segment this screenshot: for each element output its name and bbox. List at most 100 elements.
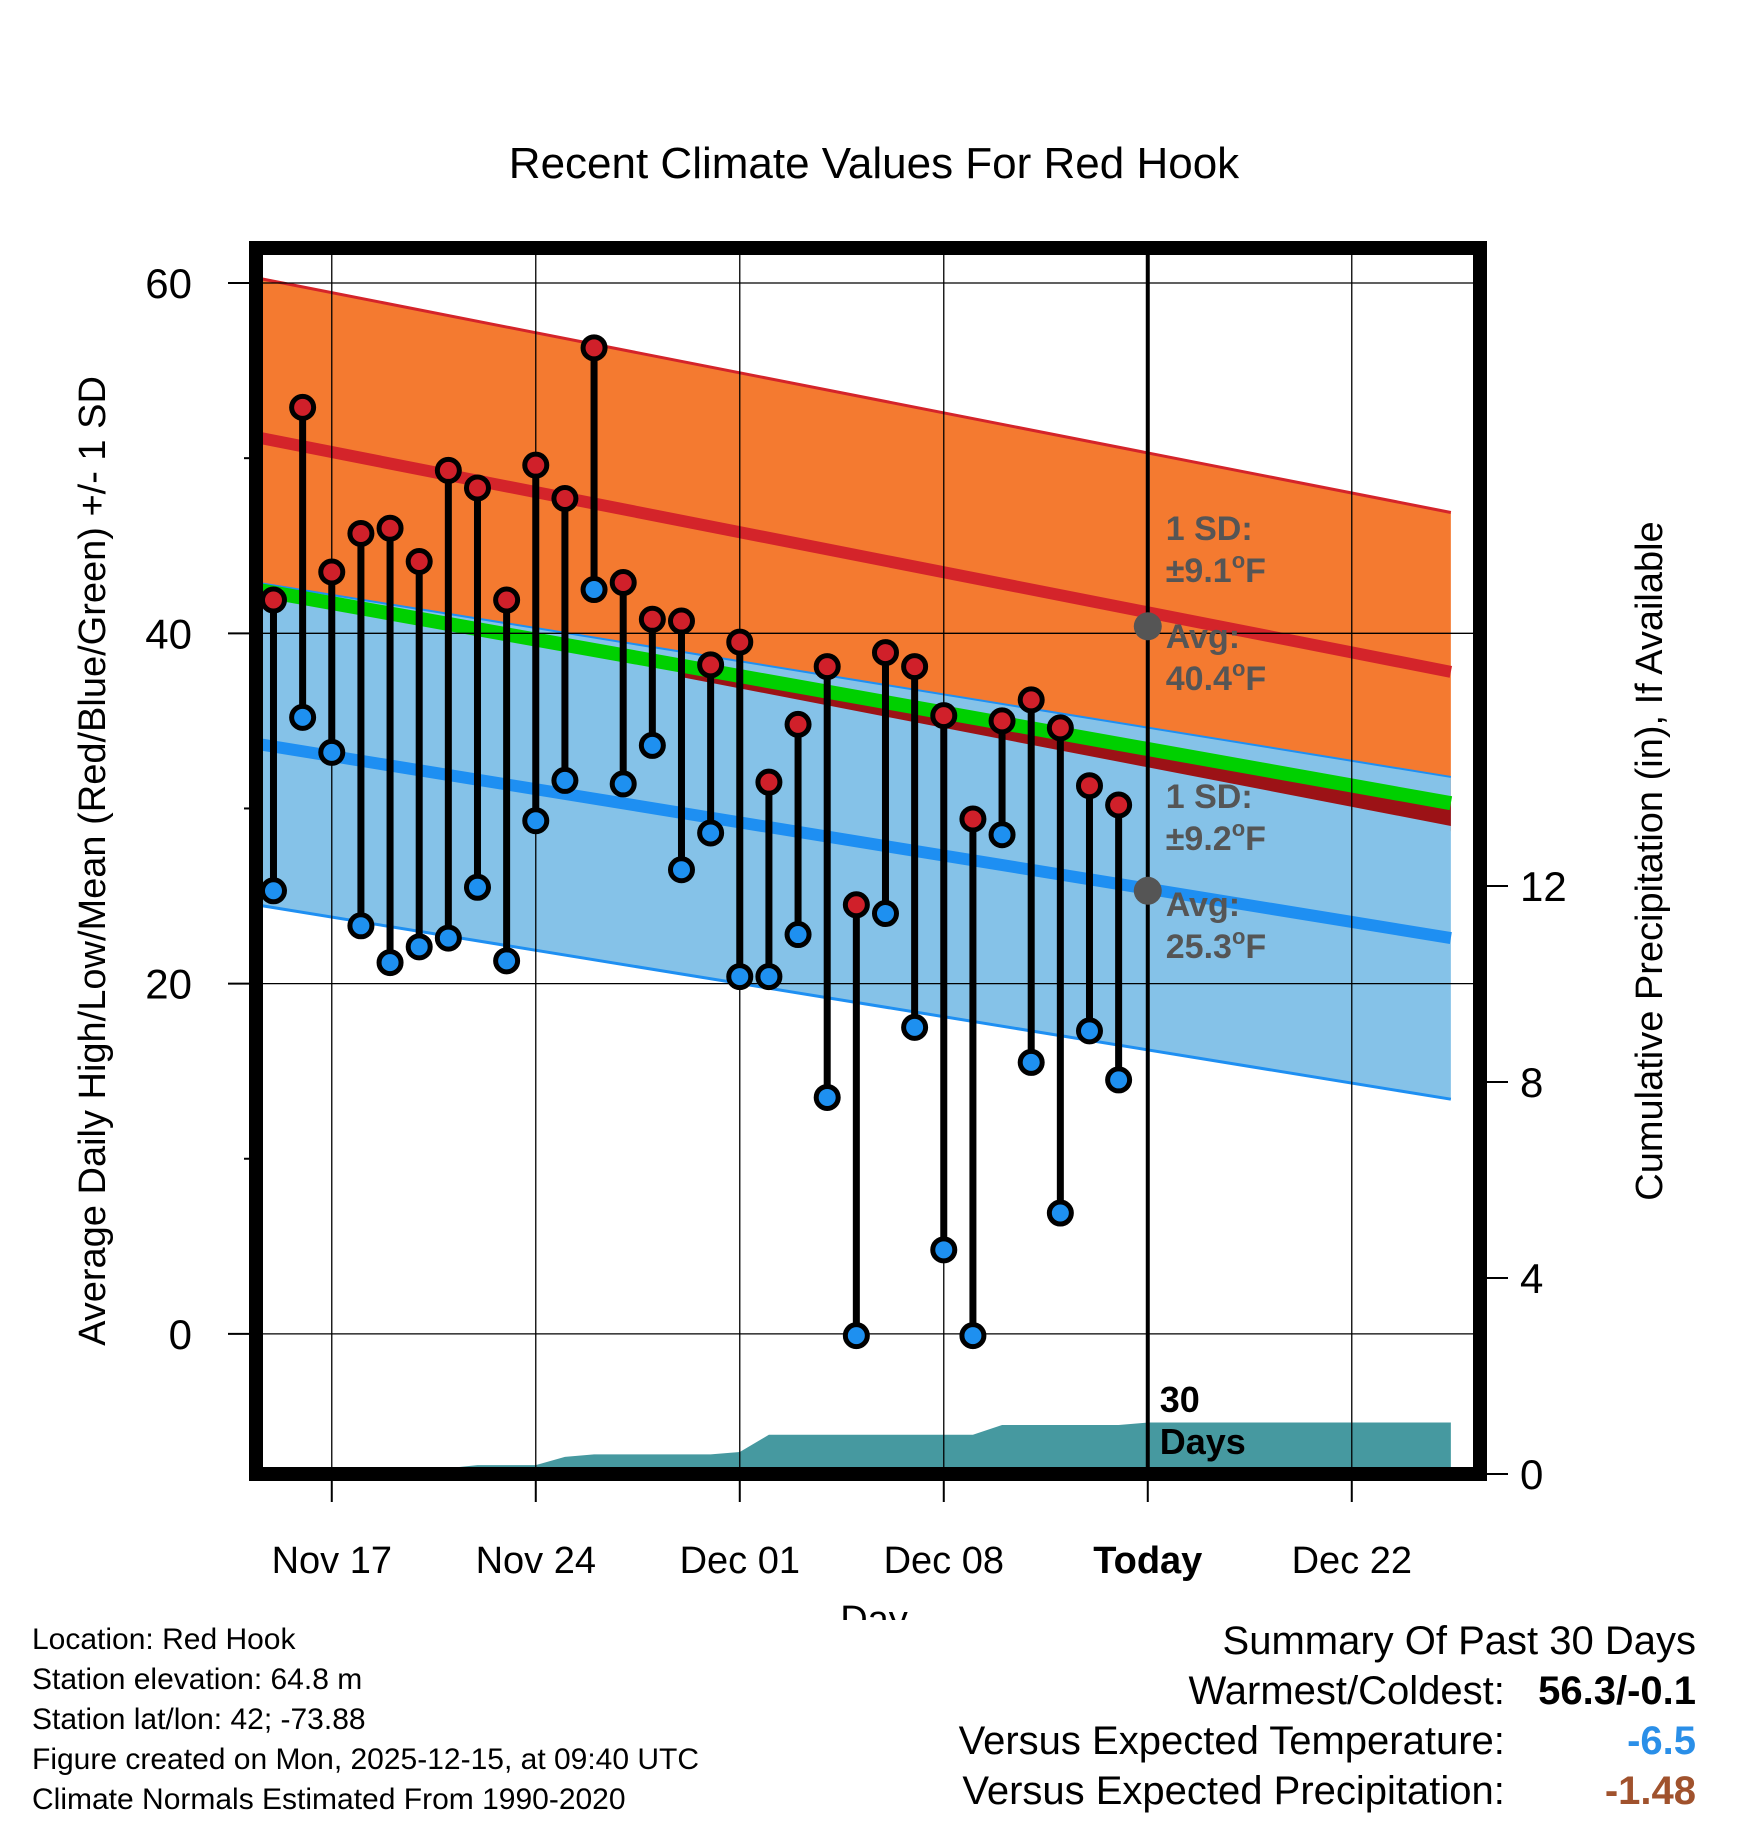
station-info: Location: Red Hook Station elevation: 64…: [32, 1620, 699, 1820]
x-tick-label: Dec 22: [1292, 1540, 1412, 1582]
high-point: [609, 569, 637, 597]
summary-temp-row: Versus Expected Temperature: -6.5: [959, 1716, 1696, 1766]
high-point: [930, 702, 958, 730]
low-point: [609, 770, 637, 798]
low-point: [405, 933, 433, 961]
y-axis-label: Average Daily High/Low/Mean (Red/Blue/Gr…: [72, 376, 114, 1346]
high-point: [318, 558, 346, 586]
high-point: [580, 334, 608, 362]
low-point: [784, 921, 812, 949]
low-point: [697, 819, 725, 847]
low-point: [259, 877, 287, 905]
created-text: Figure created on Mon, 2025-12-15, at 09…: [32, 1743, 700, 1776]
high-point: [959, 805, 987, 833]
y-tick-label: 20: [145, 961, 192, 1008]
high-sd-label: 1 SD:: [1166, 510, 1253, 548]
y2-tick-label: 8: [1520, 1059, 1543, 1106]
x-tick-label: Dec 01: [680, 1540, 800, 1582]
low-point: [1046, 1199, 1074, 1227]
low-point: [493, 947, 521, 975]
high-point: [638, 605, 666, 633]
high-point: [726, 628, 754, 656]
y2-tick-label: 4: [1520, 1255, 1543, 1302]
low-point: [580, 576, 608, 604]
high-point: [289, 393, 317, 421]
normals-text: Climate Normals Estimated From 1990-2020: [32, 1783, 626, 1816]
y2-tick-label: 12: [1520, 863, 1567, 910]
high-point: [901, 653, 929, 681]
low-avg-value: 25.3oF: [1166, 924, 1266, 966]
low-point: [1017, 1048, 1045, 1076]
high-point: [1105, 791, 1133, 819]
high-point: [434, 456, 462, 484]
y-tick-label: 60: [145, 260, 192, 307]
y2-axis-label: Cumulative Precipitation (in), If Availa…: [1629, 521, 1671, 1200]
x-tick-label: Nov 17: [272, 1540, 392, 1582]
low-upper-sd-line: [255, 581, 1452, 778]
y-tick-label: 40: [145, 610, 192, 657]
plot-border: [249, 241, 1487, 1481]
low-point: [871, 900, 899, 928]
low-point: [755, 963, 783, 991]
high-point: [347, 519, 375, 547]
low-point: [463, 873, 491, 901]
y-tick-label: 0: [169, 1311, 192, 1358]
latlon-text: Station lat/lon: 42; -73.88: [32, 1703, 366, 1736]
x-tick-label: Nov 24: [476, 1540, 596, 1582]
y2-tick-label: 0: [1520, 1451, 1543, 1498]
high-point: [784, 710, 812, 738]
low-point: [988, 821, 1016, 849]
low-point: [901, 1013, 929, 1041]
summary-panel: Summary Of Past 30 Days Warmest/Coldest:…: [959, 1616, 1696, 1816]
high-point: [1046, 714, 1074, 742]
high-avg-value: 40.4oF: [1166, 656, 1266, 698]
low-point: [289, 703, 317, 731]
high-sd-value: ±9.1oF: [1166, 548, 1266, 590]
low-point: [813, 1083, 841, 1111]
high-point: [842, 891, 870, 919]
precip-area-fill: [256, 1422, 1451, 1474]
low-point: [551, 766, 579, 794]
high-point: [813, 653, 841, 681]
normal-high-marker: [1133, 612, 1162, 641]
high-point: [697, 651, 725, 679]
normal-mean-line: [254, 582, 1453, 811]
temp-value: -6.5: [1627, 1719, 1696, 1763]
x-tick-label: Dec 08: [884, 1540, 1004, 1582]
axes: Recent Climate Values For Red Hook020406…: [72, 139, 1671, 1620]
plot-frame: [249, 241, 1487, 1481]
days-label-number: 30: [1160, 1379, 1200, 1420]
low-point: [959, 1322, 987, 1350]
high-point: [1075, 772, 1103, 800]
precip-value: -1.48: [1604, 1769, 1696, 1813]
high-avg-label: Avg:: [1166, 618, 1240, 656]
low-point: [726, 963, 754, 991]
high-point: [988, 707, 1016, 735]
low-sd-label: 1 SD:: [1166, 778, 1253, 816]
warmest-value: 56.3/-0.1: [1538, 1669, 1696, 1713]
high-point: [871, 639, 899, 667]
precip-area: [256, 1422, 1451, 1474]
summary-header: Summary Of Past 30 Days: [1222, 1619, 1696, 1663]
high-point: [551, 484, 579, 512]
high-point: [755, 768, 783, 796]
normal-low-line: [255, 737, 1452, 944]
low-point: [522, 807, 550, 835]
low-point: [667, 856, 695, 884]
chart-title: Recent Climate Values For Red Hook: [509, 139, 1240, 188]
summary-warmest-row: Warmest/Coldest: 56.3/-0.1: [959, 1666, 1697, 1716]
high-point: [463, 474, 491, 502]
low-point: [638, 731, 666, 759]
low-point: [930, 1236, 958, 1264]
warmest-label: Warmest/Coldest:: [1188, 1669, 1505, 1713]
low-point: [1075, 1017, 1103, 1045]
high-point: [259, 586, 287, 614]
high-point: [405, 548, 433, 576]
low-point: [842, 1322, 870, 1350]
high-point: [522, 451, 550, 479]
low-point: [1105, 1066, 1133, 1094]
elevation-text: Station elevation: 64.8 m: [32, 1663, 363, 1696]
days-label-word: Days: [1160, 1421, 1246, 1462]
x-tick-label: Today: [1093, 1540, 1202, 1582]
